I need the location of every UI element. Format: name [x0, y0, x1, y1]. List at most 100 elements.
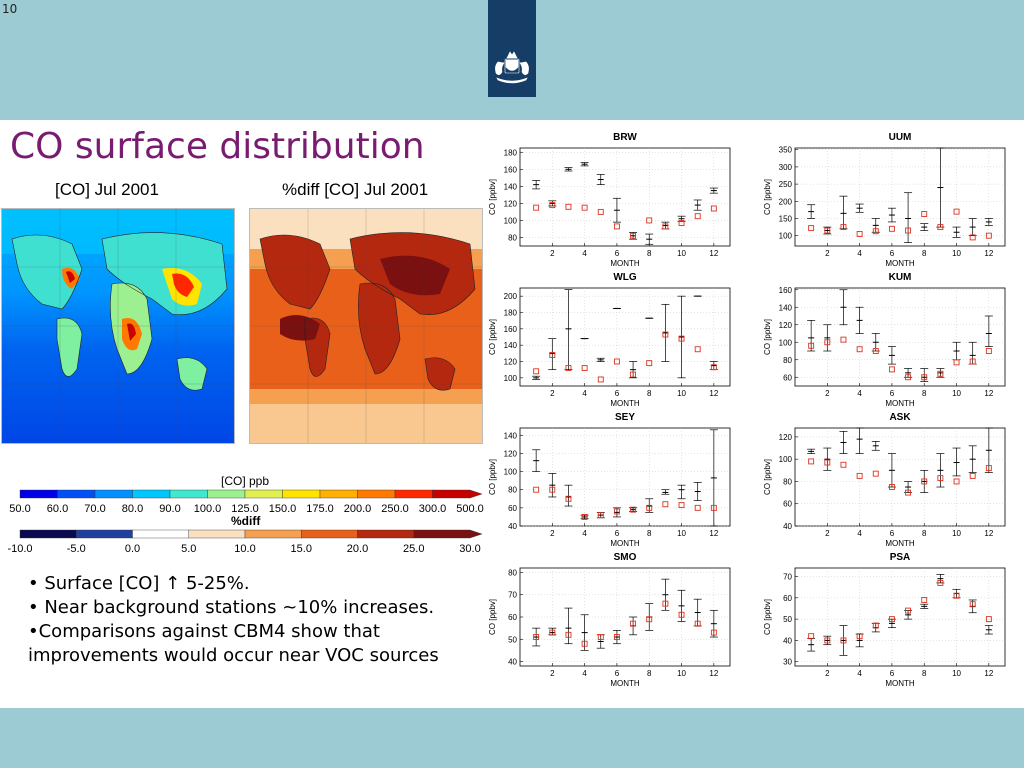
- x-tick-label: 12: [984, 249, 993, 258]
- diff-colorbar-segment: [244, 529, 302, 539]
- model-point: [808, 633, 815, 640]
- x-tick-label: 6: [890, 669, 895, 678]
- x-axis-label: MONTH: [610, 679, 640, 686]
- x-tick-label: 6: [615, 669, 620, 678]
- model-point: [646, 360, 653, 367]
- y-tick-label: 350: [779, 146, 793, 155]
- bullet-item: •Comparisons against CBM4 show that: [28, 621, 380, 642]
- diff-colorbar-segment: [301, 529, 358, 539]
- x-axis-label: MONTH: [610, 539, 640, 548]
- x-tick-label: 4: [857, 249, 862, 258]
- x-tick-label: 10: [952, 389, 961, 398]
- diff-colorbar-tick-label: -10.0: [7, 543, 32, 555]
- y-tick-label: 60: [508, 613, 517, 622]
- diff-colorbar-segment: [188, 529, 246, 539]
- co-colorbar-tick-label: 100.0: [194, 503, 222, 515]
- x-tick-label: 4: [582, 669, 587, 678]
- model-point: [630, 371, 637, 378]
- y-tick-label: 100: [779, 455, 793, 464]
- model-point: [840, 336, 847, 343]
- model-point: [905, 374, 912, 381]
- model-point: [856, 346, 863, 353]
- model-point: [856, 633, 863, 640]
- y-tick-label: 140: [504, 431, 518, 440]
- model-point: [662, 501, 669, 508]
- x-tick-label: 10: [677, 529, 686, 538]
- panel-title: UUM: [889, 132, 912, 143]
- model-point: [953, 592, 960, 599]
- model-point: [856, 231, 863, 237]
- model-point: [985, 348, 992, 354]
- y-tick-label: 180: [504, 148, 518, 157]
- model-point: [937, 370, 944, 377]
- model-point: [630, 232, 637, 239]
- model-point: [533, 486, 540, 493]
- model-point: [840, 461, 847, 468]
- co-colorbar-segment: [207, 489, 246, 499]
- bullet-item: improvements would occur near VOC source…: [28, 645, 439, 666]
- x-tick-label: 8: [647, 529, 652, 538]
- model-point: [613, 223, 620, 230]
- panel-frame: [794, 567, 1006, 667]
- model-point: [533, 634, 540, 640]
- station-panels: BRW 80 100 120 140 160 180 2 4 6 8 10 12 MONTH CO [ppb…: [488, 132, 1006, 686]
- model-point: [937, 475, 944, 482]
- x-tick-label: 2: [825, 669, 830, 678]
- model-point: [710, 364, 717, 371]
- y-tick-label: 80: [783, 477, 792, 486]
- model-point: [808, 458, 815, 465]
- model-point: [921, 374, 928, 381]
- model-point: [694, 346, 701, 353]
- x-tick-label: 2: [550, 529, 555, 538]
- co-colorbar-tick-label: 60.0: [47, 503, 68, 515]
- x-tick-label: 2: [550, 389, 555, 398]
- model-point: [921, 478, 928, 485]
- y-axis-label: CO [ppbv]: [763, 459, 772, 495]
- model-point: [856, 472, 863, 479]
- x-tick-label: 12: [709, 389, 718, 398]
- model-point: [953, 478, 960, 485]
- y-tick-label: 120: [504, 358, 518, 367]
- y-tick-label: 100: [779, 232, 793, 241]
- x-tick-label: 12: [709, 249, 718, 258]
- model-point: [565, 495, 572, 502]
- x-tick-label: 2: [825, 249, 830, 258]
- model-point: [824, 227, 831, 234]
- model-point: [549, 629, 556, 636]
- x-tick-label: 8: [647, 249, 652, 258]
- y-tick-label: 40: [508, 522, 517, 531]
- y-axis-label: CO [ppbv]: [763, 319, 772, 355]
- model-point: [710, 205, 717, 212]
- model-point: [630, 506, 637, 513]
- panel-psa: PSA 30 40 50 60 70 2 4 6 8 10 12 MONTH CO [ppbv]: [763, 552, 1006, 686]
- co-colorbar-segment: [19, 489, 58, 499]
- x-tick-label: 4: [857, 669, 862, 678]
- panel-title: ASK: [889, 412, 911, 423]
- bullet-item: • Near background stations ~10% increase…: [28, 597, 435, 618]
- model-point: [646, 504, 653, 511]
- diff-colorbar-tick-label: 25.0: [403, 543, 424, 555]
- co-concentration-map: [1, 208, 235, 444]
- y-axis-label: CO [ppbv]: [763, 179, 772, 215]
- y-tick-label: 120: [504, 199, 518, 208]
- panel-frame: [794, 147, 1006, 247]
- co-colorbar-tick-label: 80.0: [122, 503, 143, 515]
- x-tick-label: 8: [922, 389, 927, 398]
- co-colorbar-segment: [94, 489, 133, 499]
- panel-sey: SEY 40 60 80 100 120 140 2 4 6 8 10 12 MONTH CO [ppbv]: [488, 412, 731, 548]
- x-tick-label: 10: [952, 249, 961, 258]
- x-tick-label: 8: [647, 389, 652, 398]
- model-point: [597, 208, 604, 215]
- x-tick-label: 10: [952, 529, 961, 538]
- y-tick-label: 80: [508, 486, 517, 495]
- model-point: [840, 224, 847, 231]
- panel-wlg: WLG 100 120 140 160 180 200 2 4 6 8 10 12 MONTH CO [pp…: [488, 272, 731, 408]
- diff-colorbar-title: %diff: [231, 514, 261, 528]
- co-colorbar-tick-label: 70.0: [84, 503, 105, 515]
- model-point: [549, 486, 556, 493]
- model-point: [597, 512, 604, 519]
- x-tick-label: 6: [890, 249, 895, 258]
- panel-uum: UUM 100 150 200 250 300 350 2 4 6 8 10 12 MONTH CO [pp…: [763, 132, 1006, 268]
- co-colorbar-segment: [357, 489, 396, 499]
- model-point: [985, 232, 992, 239]
